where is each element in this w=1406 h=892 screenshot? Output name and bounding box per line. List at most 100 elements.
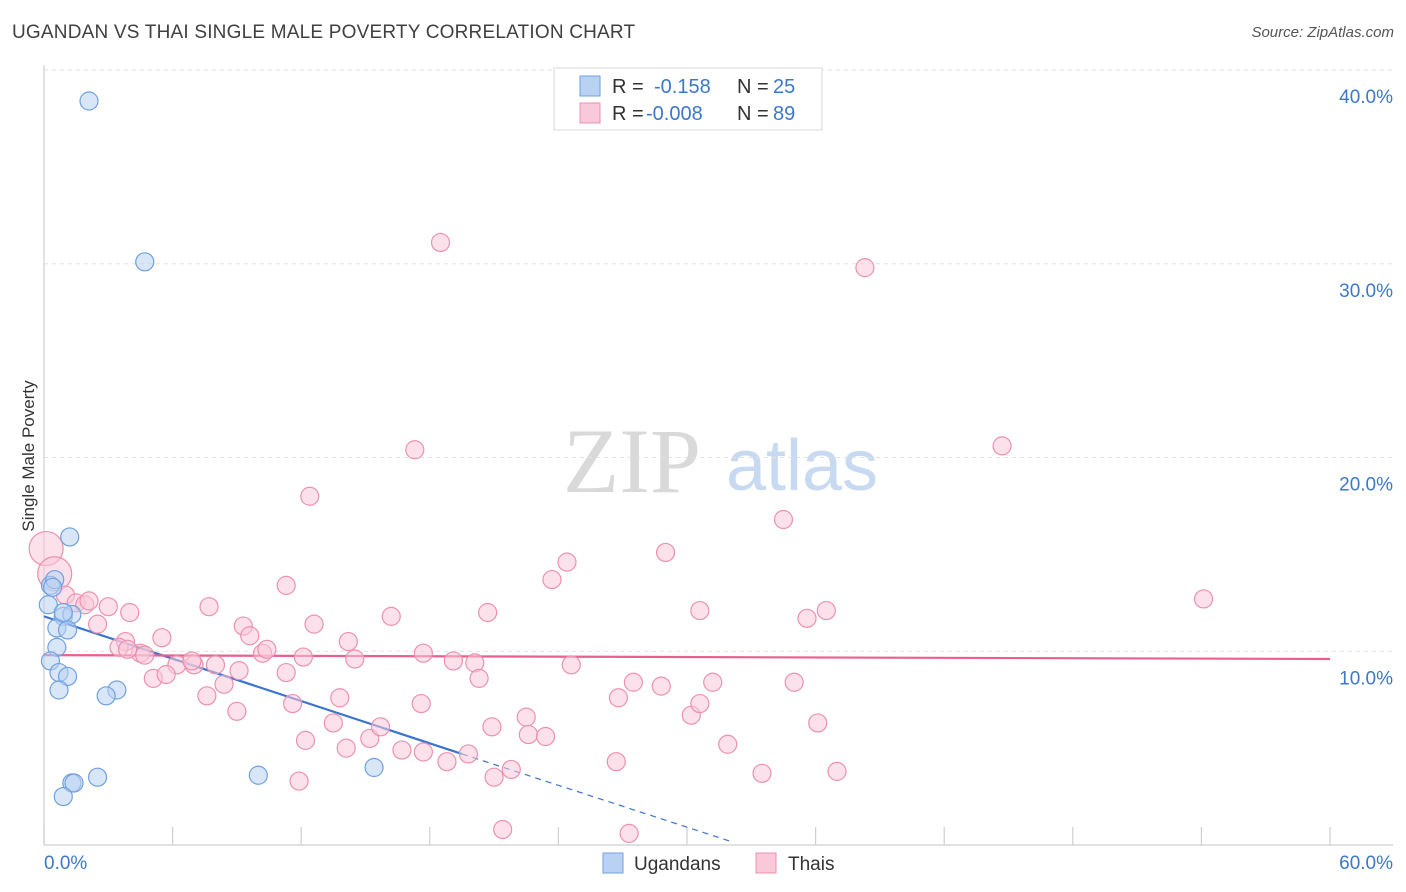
- point-thais-27: [276, 662, 296, 683]
- point-thais-81: [808, 713, 828, 733]
- legend-r-label-2: R =: [612, 103, 644, 125]
- point-thais-86: [1193, 589, 1214, 609]
- point-thais-79: [784, 672, 804, 692]
- point-thais-45: [392, 740, 412, 760]
- point-thais-43: [295, 730, 316, 750]
- point-thais-80: [797, 608, 817, 628]
- point-thais-57: [535, 726, 556, 747]
- watermark-zip: ZIP: [563, 410, 701, 512]
- point-ugandans-1: [135, 252, 155, 272]
- legend-n-label-1: N =: [737, 76, 769, 98]
- point-thais-30: [293, 647, 313, 667]
- point-ugandans-18: [87, 767, 108, 787]
- point-thais-18: [199, 597, 219, 617]
- chart-title: UGANDAN VS THAI SINGLE MALE POVERTY CORR…: [12, 22, 636, 43]
- point-thais-13: [135, 645, 155, 665]
- legend-r-value-2: -0.008: [646, 103, 703, 125]
- point-thais-25: [214, 674, 234, 694]
- bottom-legend-label-thais: Thais: [788, 854, 834, 875]
- point-ugandans-0: [79, 91, 99, 111]
- point-thais-38: [336, 738, 356, 758]
- point-thais-78: [773, 509, 794, 530]
- point-thais-64: [478, 602, 498, 623]
- point-ugandans-22: [248, 765, 268, 785]
- legend-swatch-thais: [579, 102, 601, 124]
- point-thais-5: [79, 591, 99, 611]
- point-thais-63: [430, 232, 451, 253]
- x-tick-label-min: 0.0%: [44, 853, 87, 874]
- trend-lines: [43, 615, 1331, 842]
- point-thais-47: [437, 752, 457, 772]
- point-thais-87: [182, 651, 202, 671]
- point-thais-48: [458, 744, 478, 764]
- point-thais-8: [87, 614, 108, 634]
- legend-n-value-1: 25: [773, 76, 795, 98]
- point-thais-62: [405, 440, 425, 460]
- y-tick-label-10: 10.0%: [1339, 668, 1393, 689]
- axes: 10.0% 20.0% 30.0% 40.0%: [43, 65, 1393, 846]
- point-thais-73: [690, 693, 710, 714]
- stats-legend: R = -0.158 N = 25 R = -0.008 N = 89: [553, 67, 823, 131]
- point-thais-51: [469, 668, 489, 688]
- point-thais-71: [655, 542, 676, 563]
- point-thais-34: [413, 643, 433, 663]
- point-thais-76: [718, 734, 738, 754]
- point-thais-67: [606, 752, 626, 772]
- point-ugandans-20: [64, 773, 84, 793]
- point-ugandans-5: [42, 577, 63, 597]
- point-thais-41: [283, 693, 303, 714]
- point-thais-42: [227, 701, 247, 721]
- point-ugandans-23: [364, 757, 384, 778]
- bottom-legend-label-ugandans: Ugandans: [634, 854, 721, 875]
- watermark-atlas: atlas: [726, 426, 878, 506]
- data-points: [28, 91, 1214, 843]
- point-thais-31: [338, 631, 358, 652]
- point-thais-44: [289, 771, 309, 791]
- point-thais-74: [690, 600, 710, 621]
- y-axis-label: Single Male Poverty: [19, 380, 38, 532]
- point-ugandans-6: [60, 527, 80, 547]
- point-thais-40: [370, 717, 391, 737]
- x-tick-label-max: 60.0%: [1339, 853, 1393, 874]
- point-thais-54: [501, 759, 521, 780]
- legend-swatch-ugandans: [579, 75, 601, 97]
- y-tick-label-20: 20.0%: [1339, 475, 1393, 496]
- trend-line-thais: [43, 654, 1331, 661]
- point-thais-84: [855, 258, 875, 278]
- point-thais-58: [561, 655, 581, 675]
- point-thais-59: [542, 569, 562, 590]
- point-thais-56: [518, 724, 538, 745]
- y-tick-label-40: 40.0%: [1339, 87, 1393, 108]
- y-tick-label-30: 30.0%: [1339, 281, 1393, 302]
- point-thais-77: [752, 763, 772, 783]
- gridlines: [44, 69, 1393, 652]
- point-thais-6: [98, 597, 118, 617]
- point-thais-83: [827, 761, 847, 781]
- point-thais-65: [493, 819, 513, 840]
- point-thais-55: [516, 707, 536, 727]
- point-thais-53: [484, 767, 504, 787]
- point-thais-75: [703, 672, 723, 692]
- point-thais-33: [381, 606, 401, 626]
- point-thais-28: [276, 575, 296, 595]
- point-thais-37: [323, 713, 343, 733]
- legend-r-value-1: -0.158: [654, 76, 711, 98]
- point-thais-70: [651, 676, 671, 696]
- legend-n-value-2: 89: [773, 103, 795, 125]
- point-thais-10: [152, 628, 172, 648]
- point-thais-20: [240, 626, 260, 646]
- point-thais-66: [608, 688, 629, 708]
- source-label: Source: ZipAtlas.com: [1251, 24, 1394, 41]
- point-ugandans-15: [49, 680, 69, 700]
- point-thais-17: [156, 664, 176, 685]
- point-ugandans-14: [57, 666, 78, 687]
- point-thais-52: [482, 717, 502, 737]
- point-thais-23: [205, 655, 226, 675]
- point-thais-29: [304, 614, 324, 634]
- point-thais-46: [413, 742, 433, 762]
- point-thais-36: [330, 688, 350, 708]
- point-ugandans-21: [53, 786, 73, 807]
- point-thais-82: [816, 600, 836, 621]
- legend-r-label-1: R =: [612, 76, 644, 98]
- point-thais-35: [411, 693, 431, 714]
